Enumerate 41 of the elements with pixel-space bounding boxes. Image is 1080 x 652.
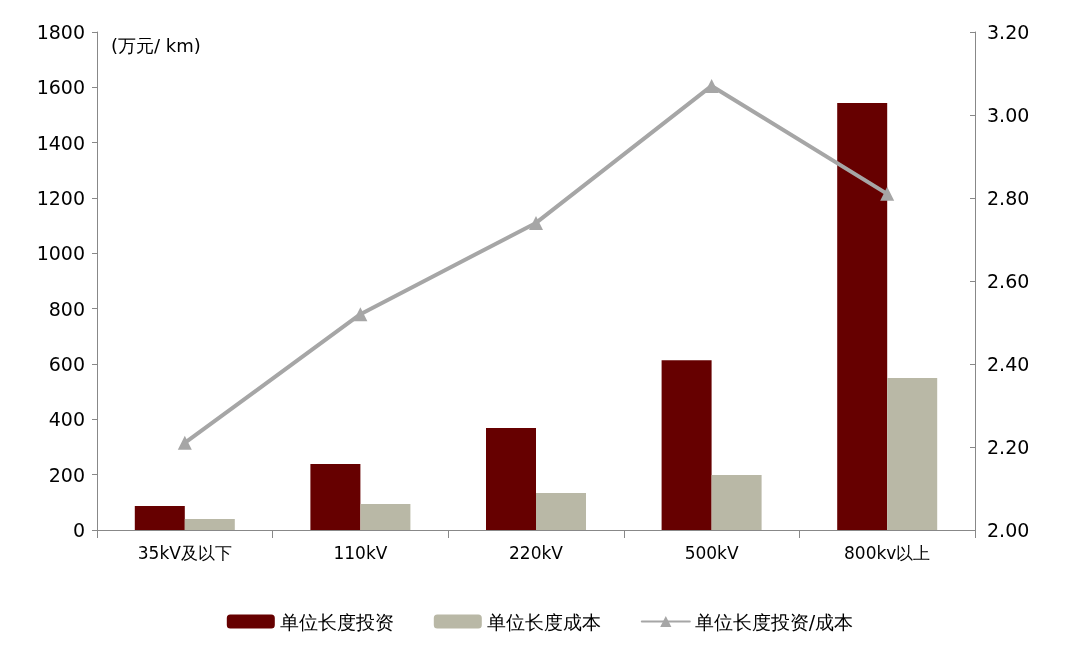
x-tick-label: 800kv以上 [844, 542, 931, 563]
y-tick-label: 1000 [36, 242, 85, 265]
point [353, 307, 368, 322]
y-tick-label: 1800 [36, 21, 85, 43]
y2-tick-label: 2.40 [987, 353, 1030, 375]
y-tick-label: 600 [48, 353, 85, 375]
x-tick-label: 220kV [509, 542, 564, 563]
y-tick-label: 200 [48, 463, 85, 486]
y2-tick-label: 2.20 [987, 436, 1030, 458]
point [529, 215, 543, 230]
y2-tick-label: 2.80 [987, 187, 1030, 209]
y2-tick-label: 2.00 [987, 519, 1030, 541]
bar [310, 463, 361, 530]
bar [837, 103, 888, 530]
bar [184, 518, 235, 530]
bar [536, 492, 586, 530]
y2-tick-label: 3.20 [987, 21, 1030, 43]
point [177, 435, 192, 450]
bar [661, 360, 712, 530]
y2-tick-label: 3.00 [987, 104, 1030, 126]
legend-label: 单位长度投资 [279, 610, 394, 633]
point [880, 186, 895, 201]
bar [360, 503, 411, 530]
bar [134, 505, 185, 530]
y-tick-label: 800 [48, 297, 85, 320]
bar [711, 474, 762, 530]
legend-label: 单位长度成本 [486, 610, 601, 633]
y-tick-label: 1400 [36, 131, 85, 154]
x-tick-label: 500kV [684, 542, 739, 563]
y2-tick-label: 2.60 [987, 270, 1030, 292]
bar [887, 378, 938, 530]
point [704, 78, 719, 93]
y-tick-label: 1200 [36, 187, 85, 209]
x-tick-label: 35kV及以下 [137, 542, 232, 563]
y-axis-title: (万元/ km) [111, 34, 201, 56]
y-tick-label: 1600 [36, 76, 85, 99]
legend-label: 单位长度投资/成本 [694, 610, 854, 633]
bar [486, 427, 536, 530]
x-tick-label: 110kV [333, 542, 388, 563]
y-tick-label: 0 [72, 519, 85, 541]
y-tick-label: 400 [48, 408, 85, 431]
